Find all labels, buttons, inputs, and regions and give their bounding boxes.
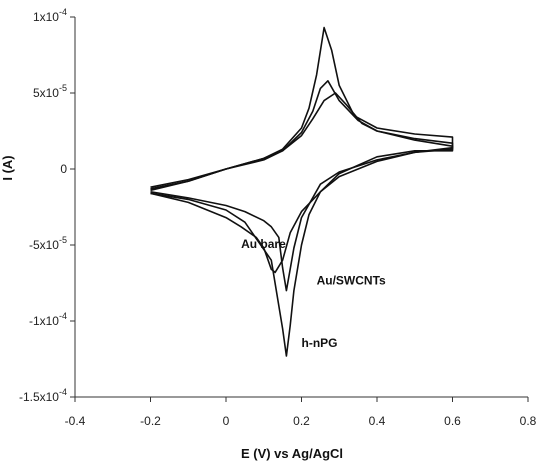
x-tick-label: 0.4: [369, 414, 386, 428]
cv-curve: [150, 92, 454, 274]
x-tick-label: 0.6: [444, 414, 461, 428]
x-tick-label: -0.2: [140, 414, 161, 428]
x-tick-label: 0.2: [293, 414, 310, 428]
curve-annotation: Au/SWCNTs: [317, 274, 386, 288]
x-tick-label: 0: [223, 414, 230, 428]
y-tick-label: 1x10-4: [33, 7, 67, 24]
curve-annotation: h-nPG: [302, 336, 338, 350]
y-tick-label: 5x10-5: [33, 83, 67, 100]
y-tick-label: -1.5x10-4: [19, 387, 67, 404]
x-axis-title: E (V) vs Ag/AgCl: [241, 446, 343, 461]
series-layer: [150, 26, 454, 357]
annotation-layer: Au bare Au/SWCNTs h-nPG: [241, 237, 386, 350]
x-tick-label: -0.4: [65, 414, 86, 428]
cv-curve: [150, 26, 454, 357]
y-tick-label: 0: [60, 162, 67, 176]
y-tick-label: -5x10-5: [29, 235, 67, 252]
curve-annotation: Au bare: [241, 237, 286, 251]
y-axis-ticks: 1x10-4 5x10-5 0 -5x10-5 -1x10-4 -1.5x10-4: [19, 7, 75, 404]
y-tick-label: -1x10-4: [29, 311, 67, 328]
x-axis-ticks: -0.4 -0.2 0 0.2 0.4 0.6 0.8: [65, 397, 537, 428]
x-tick-label: 0.8: [520, 414, 537, 428]
y-axis-title: I (A): [0, 155, 15, 180]
